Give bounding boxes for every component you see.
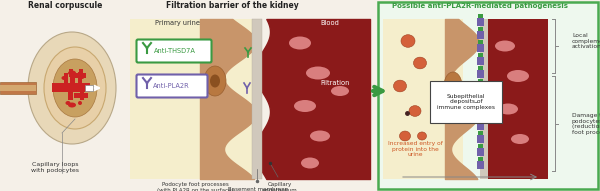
Ellipse shape — [498, 104, 518, 114]
Text: Capillary
endothelium: Capillary endothelium — [263, 182, 298, 191]
Bar — [78, 72, 82, 84]
Ellipse shape — [394, 80, 407, 92]
Text: Damage to the
podocytes
(reduction in
foot processes): Damage to the podocytes (reduction in fo… — [572, 113, 600, 135]
Bar — [0, 82, 36, 94]
Bar — [74, 73, 86, 78]
Text: Anti-THSD7A: Anti-THSD7A — [154, 48, 196, 54]
Bar — [478, 131, 483, 135]
Bar — [478, 105, 483, 109]
Ellipse shape — [413, 57, 427, 69]
Bar — [85, 85, 93, 91]
Ellipse shape — [331, 86, 349, 96]
Bar — [478, 79, 483, 83]
Bar — [130, 19, 260, 179]
Bar — [69, 69, 73, 77]
Bar — [478, 40, 483, 44]
Ellipse shape — [418, 132, 427, 140]
Ellipse shape — [306, 66, 330, 79]
Bar — [64, 73, 68, 86]
Text: Filtration: Filtration — [320, 80, 350, 86]
Bar — [378, 2, 598, 189]
Ellipse shape — [68, 103, 76, 108]
Ellipse shape — [79, 75, 85, 79]
Bar — [478, 92, 483, 96]
FancyBboxPatch shape — [137, 74, 208, 97]
Bar — [478, 66, 483, 70]
Ellipse shape — [210, 74, 220, 87]
Bar — [478, 118, 483, 122]
Text: Capillary loops
with podocytes: Capillary loops with podocytes — [31, 162, 79, 173]
Ellipse shape — [62, 76, 67, 80]
Bar — [477, 96, 484, 104]
Bar — [477, 44, 484, 52]
Bar — [478, 27, 483, 31]
Ellipse shape — [444, 72, 462, 100]
FancyBboxPatch shape — [137, 40, 212, 62]
Bar — [477, 135, 484, 143]
Text: Local
complement
activation: Local complement activation — [572, 33, 600, 49]
Bar — [477, 109, 484, 117]
Bar — [68, 90, 73, 100]
Bar — [488, 19, 548, 179]
Bar — [477, 57, 484, 65]
Ellipse shape — [401, 35, 415, 47]
Bar — [477, 122, 484, 130]
Text: Podocyte foot processes
(with PLA2R on the surface): Podocyte foot processes (with PLA2R on t… — [157, 182, 233, 191]
Ellipse shape — [78, 101, 82, 105]
Bar — [478, 14, 483, 18]
Text: Basement membrane: Basement membrane — [228, 187, 288, 191]
Text: Increased entry of
protein into the
urine: Increased entry of protein into the urin… — [388, 141, 442, 157]
Ellipse shape — [65, 101, 71, 105]
Text: Anti-PLA2R: Anti-PLA2R — [152, 83, 190, 89]
Ellipse shape — [400, 131, 410, 141]
Bar — [480, 19, 488, 179]
Bar — [252, 19, 262, 179]
Ellipse shape — [294, 100, 316, 112]
Bar — [79, 69, 83, 76]
Ellipse shape — [53, 59, 97, 117]
Text: Filtration barrier of the kidney: Filtration barrier of the kidney — [166, 2, 298, 11]
Bar — [80, 91, 84, 100]
Ellipse shape — [507, 70, 529, 82]
Bar — [70, 72, 75, 86]
Ellipse shape — [409, 106, 421, 116]
Bar — [477, 83, 484, 91]
Text: Blood: Blood — [320, 20, 340, 26]
Ellipse shape — [289, 36, 311, 49]
Ellipse shape — [511, 134, 529, 144]
Text: Possible anti-PLA2R-mediated pathogenesis: Possible anti-PLA2R-mediated pathogenesi… — [392, 3, 568, 9]
Bar — [477, 70, 484, 78]
Text: Subepithelial
deposits of
immune complexes: Subepithelial deposits of immune complex… — [437, 94, 495, 110]
Ellipse shape — [301, 158, 319, 168]
Ellipse shape — [495, 40, 515, 52]
Text: Renal corpuscule: Renal corpuscule — [28, 2, 102, 11]
Bar — [478, 144, 483, 148]
Bar — [477, 148, 484, 156]
Ellipse shape — [68, 70, 76, 75]
Ellipse shape — [44, 47, 106, 129]
Bar — [0, 85, 36, 91]
Bar — [478, 53, 483, 57]
Text: Primary urine: Primary urine — [155, 20, 200, 26]
Ellipse shape — [204, 66, 226, 96]
Bar — [383, 19, 463, 179]
FancyBboxPatch shape — [430, 81, 502, 123]
Bar — [52, 83, 90, 92]
Bar — [477, 18, 484, 26]
Bar — [478, 157, 483, 161]
Ellipse shape — [28, 32, 116, 144]
Bar — [74, 93, 88, 98]
Ellipse shape — [310, 130, 330, 142]
Bar — [477, 31, 484, 39]
Bar — [477, 161, 484, 169]
